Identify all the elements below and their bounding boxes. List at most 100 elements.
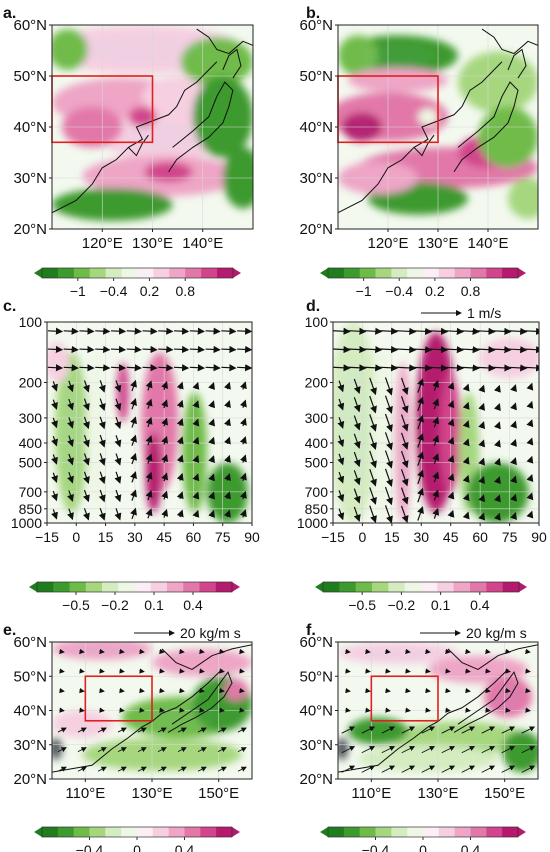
vector-arrow — [341, 746, 356, 754]
colorbar-segment — [168, 827, 185, 837]
vector-arrow — [67, 380, 74, 393]
vector-arrow — [130, 471, 137, 483]
shaded-region — [47, 342, 70, 383]
vector-arrow — [425, 687, 431, 694]
vector-arrow — [161, 417, 169, 427]
x-tick-label: 150°E — [484, 785, 525, 802]
colorbar-segment — [137, 268, 154, 278]
vector-arrow — [67, 453, 74, 466]
vector-arrow — [384, 395, 393, 414]
vector-arrow — [99, 648, 105, 655]
colorbar-tick-label: −1 — [70, 283, 86, 299]
vector-arrow — [99, 707, 105, 713]
vector-arrow — [158, 364, 174, 372]
vector-arrow — [189, 327, 205, 335]
x-tick-label: 60 — [186, 529, 202, 545]
colorbar-tick-label: −0.2 — [388, 597, 416, 613]
vector-arrow — [98, 380, 106, 393]
vector-arrow — [145, 416, 153, 428]
vector-arrow — [145, 398, 153, 409]
vector-arrow — [401, 746, 416, 754]
vector-arrow — [47, 364, 64, 372]
vector-arrow — [369, 487, 377, 505]
vector-arrow — [432, 471, 440, 483]
colorbar-min-arrow — [320, 827, 328, 837]
x-tick-label: 130°E — [132, 235, 173, 252]
vector-arrow — [208, 473, 215, 482]
vector-arrow — [401, 765, 416, 773]
vector-arrow — [117, 747, 127, 753]
vector-arrow — [79, 648, 85, 655]
vector-arrow — [384, 486, 393, 506]
vector-arrow — [447, 418, 455, 427]
vector-arrow — [97, 727, 107, 733]
vector-arrow — [369, 432, 377, 451]
colorbar-segment — [359, 827, 376, 837]
vector-arrow — [345, 668, 351, 674]
vector-arrow — [159, 707, 165, 713]
coastline — [196, 28, 253, 55]
shaded-region — [338, 737, 348, 760]
colorbar-segment — [438, 827, 456, 837]
vector-arrow — [393, 327, 417, 335]
colorbar-tick-label: 0.4 — [461, 842, 481, 852]
vector-arrow — [365, 707, 371, 713]
shaded-region — [52, 737, 62, 760]
vector-field — [341, 648, 536, 773]
vector-arrow — [130, 379, 137, 392]
vector-arrow — [239, 668, 245, 674]
colorbar-tick-label: 0.1 — [431, 597, 451, 613]
vector-arrow — [488, 327, 512, 335]
vector-arrow — [208, 381, 215, 390]
shaded-region — [508, 178, 538, 219]
vector-arrow — [130, 452, 137, 465]
stipple-region — [362, 43, 434, 68]
vector-arrow — [221, 364, 237, 372]
vector-arrow — [521, 726, 536, 734]
colorbar-segment — [359, 268, 376, 278]
vector-arrow — [224, 418, 231, 427]
vector-arrow — [79, 327, 95, 335]
vector-arrow — [447, 509, 455, 518]
vector-arrow — [179, 668, 185, 674]
colorbar: −0.4 0 0.4 — [320, 826, 526, 852]
vector-arrow — [417, 469, 424, 485]
vector-field — [57, 648, 247, 772]
vector-arrow — [239, 417, 247, 427]
x-tick-label: 30 — [413, 529, 429, 545]
vector-arrow — [353, 415, 361, 431]
vector-arrow — [400, 377, 409, 396]
y-tick-label: 30°N — [13, 737, 47, 754]
vector-arrow — [441, 726, 456, 734]
vector-arrow — [59, 707, 65, 713]
vector-arrow — [158, 345, 174, 354]
vector-arrow — [117, 766, 127, 772]
shaded-region — [52, 710, 112, 738]
vector-arrow — [67, 417, 74, 429]
colorbar-segment — [118, 582, 135, 592]
vector-arrow — [337, 398, 345, 411]
vector-arrow — [400, 469, 409, 487]
vector-arrow — [421, 726, 436, 734]
reference-vector-label: 1 m/s — [467, 305, 501, 321]
vector-arrow — [481, 746, 496, 754]
vector-arrow — [174, 345, 190, 354]
stipple-region — [61, 384, 82, 481]
x-tick-label: 120°E — [367, 235, 408, 252]
vector-arrow — [465, 648, 471, 655]
vector-arrow — [456, 327, 480, 335]
vector-arrow — [208, 509, 215, 518]
vector-arrow — [384, 468, 393, 487]
vector-arrow — [199, 648, 205, 655]
vector-arrow — [421, 765, 436, 773]
y-tick-label: 30°N — [299, 737, 333, 754]
colorbar-segment — [169, 268, 186, 278]
vector-arrow — [526, 400, 534, 409]
colorbar-segment — [199, 582, 217, 592]
vector-arrow — [67, 398, 74, 411]
vector-arrow — [139, 707, 145, 713]
vector-arrow — [114, 508, 122, 521]
reference-vector-label: 20 kg/m s — [180, 625, 241, 641]
vector-arrow — [161, 508, 169, 518]
shaded-region — [82, 737, 242, 771]
